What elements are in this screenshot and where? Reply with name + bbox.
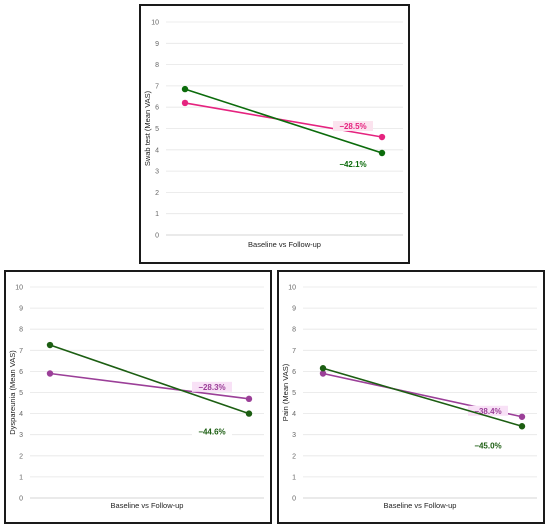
dyspareunia-chart-panel: 0 1 2 3 4 5 6 7 8 9 10 Dyspareunia (Mean VAS) Baseli… (4, 270, 272, 524)
y-tick-label: 3 (292, 432, 296, 439)
y-tick-label: 6 (155, 105, 159, 112)
x-axis-label: Baseline vs Follow-up (111, 501, 184, 510)
baseline-point (46, 370, 54, 377)
y-tick-label: 9 (292, 306, 296, 313)
y-tick-label: 1 (19, 474, 23, 481)
change-label-background (333, 158, 373, 169)
y-tick-label: 2 (19, 453, 23, 460)
baseline-point (181, 99, 189, 107)
baseline-point (46, 341, 54, 349)
y-tick-label: 7 (19, 348, 23, 355)
y-tick-label: 5 (292, 390, 296, 397)
y-tick-label: 1 (292, 474, 296, 481)
y-tick-label: 7 (292, 348, 296, 355)
y-axis-label: Dyspareunia (Mean VAS) (8, 350, 17, 435)
y-tick-label: 3 (19, 432, 23, 439)
change-label-background (468, 405, 508, 416)
y-tick-label: 0 (155, 233, 159, 240)
y-tick-label: 0 (292, 496, 296, 503)
y-tick-label: 10 (151, 20, 159, 27)
y-tick-label: 8 (292, 327, 296, 334)
percent-change-label: −45.0% (474, 441, 501, 450)
y-tick-label: 5 (19, 390, 23, 397)
y-tick-label: 4 (292, 411, 296, 418)
follow-up-point (518, 423, 526, 430)
y-tick-label: 1 (155, 211, 159, 218)
follow-up-point (245, 410, 253, 417)
series-line (49, 344, 250, 415)
series-line (49, 372, 250, 400)
y-tick-label: 4 (19, 411, 23, 418)
baseline-point (181, 85, 189, 93)
series-line (184, 102, 383, 138)
chart-svg: 0 1 2 3 4 5 6 7 8 9 10 Dyspareunia (Mean VAS) Baseli… (8, 285, 264, 510)
swab-test-chart-panel: 0 1 2 3 4 5 6 7 8 9 10 Swab test (Mean VAS) Baseline… (139, 4, 410, 264)
follow-up-point (378, 133, 386, 141)
change-label-background (192, 381, 232, 392)
baseline-point (319, 365, 327, 372)
x-axis-label: Baseline vs Follow-up (248, 240, 321, 249)
y-tick-label: 3 (155, 169, 159, 176)
percent-change-label: −28.5% (339, 122, 366, 131)
y-tick-label: 2 (292, 453, 296, 460)
y-tick-label: 5 (155, 126, 159, 133)
y-axis-label: Swab test (Mean VAS) (143, 90, 152, 166)
y-tick-label: 8 (155, 62, 159, 69)
y-tick-label: 10 (288, 285, 296, 292)
y-tick-label: 9 (19, 306, 23, 313)
chart-svg: 0 1 2 3 4 5 6 7 8 9 10 Swab test (Mean VAS) Baseline… (143, 20, 403, 249)
chart-svg: 0 1 2 3 4 5 6 7 8 9 10 Pain (Mean VAS) Baseline vs F… (281, 285, 537, 510)
change-label-background (192, 426, 232, 437)
follow-up-point (378, 149, 386, 157)
y-tick-label: 10 (15, 285, 23, 292)
follow-up-point (518, 413, 526, 420)
baseline-point (319, 370, 327, 377)
percent-change-label: −28.3% (198, 383, 225, 392)
y-tick-label: 6 (292, 369, 296, 376)
percent-change-label: −38.4% (474, 407, 501, 416)
y-axis-label: Pain (Mean VAS) (281, 363, 290, 421)
change-label-background (333, 121, 373, 132)
y-tick-label: 4 (155, 147, 159, 154)
y-tick-label: 8 (19, 327, 23, 334)
series-line (322, 367, 523, 428)
y-tick-label: 7 (155, 83, 159, 90)
x-axis-label: Baseline vs Follow-up (384, 501, 457, 510)
follow-up-point (245, 395, 253, 403)
y-tick-label: 0 (19, 496, 23, 503)
series-line (184, 88, 383, 154)
y-tick-label: 2 (155, 190, 159, 197)
y-tick-label: 6 (19, 369, 23, 376)
percent-change-label: −44.6% (198, 428, 225, 437)
pain-chart-panel: 0 1 2 3 4 5 6 7 8 9 10 Pain (Mean VAS) Baseline vs F… (277, 270, 545, 524)
percent-change-label: −42.1% (339, 160, 366, 169)
change-label-background (468, 440, 508, 451)
y-tick-label: 9 (155, 41, 159, 48)
